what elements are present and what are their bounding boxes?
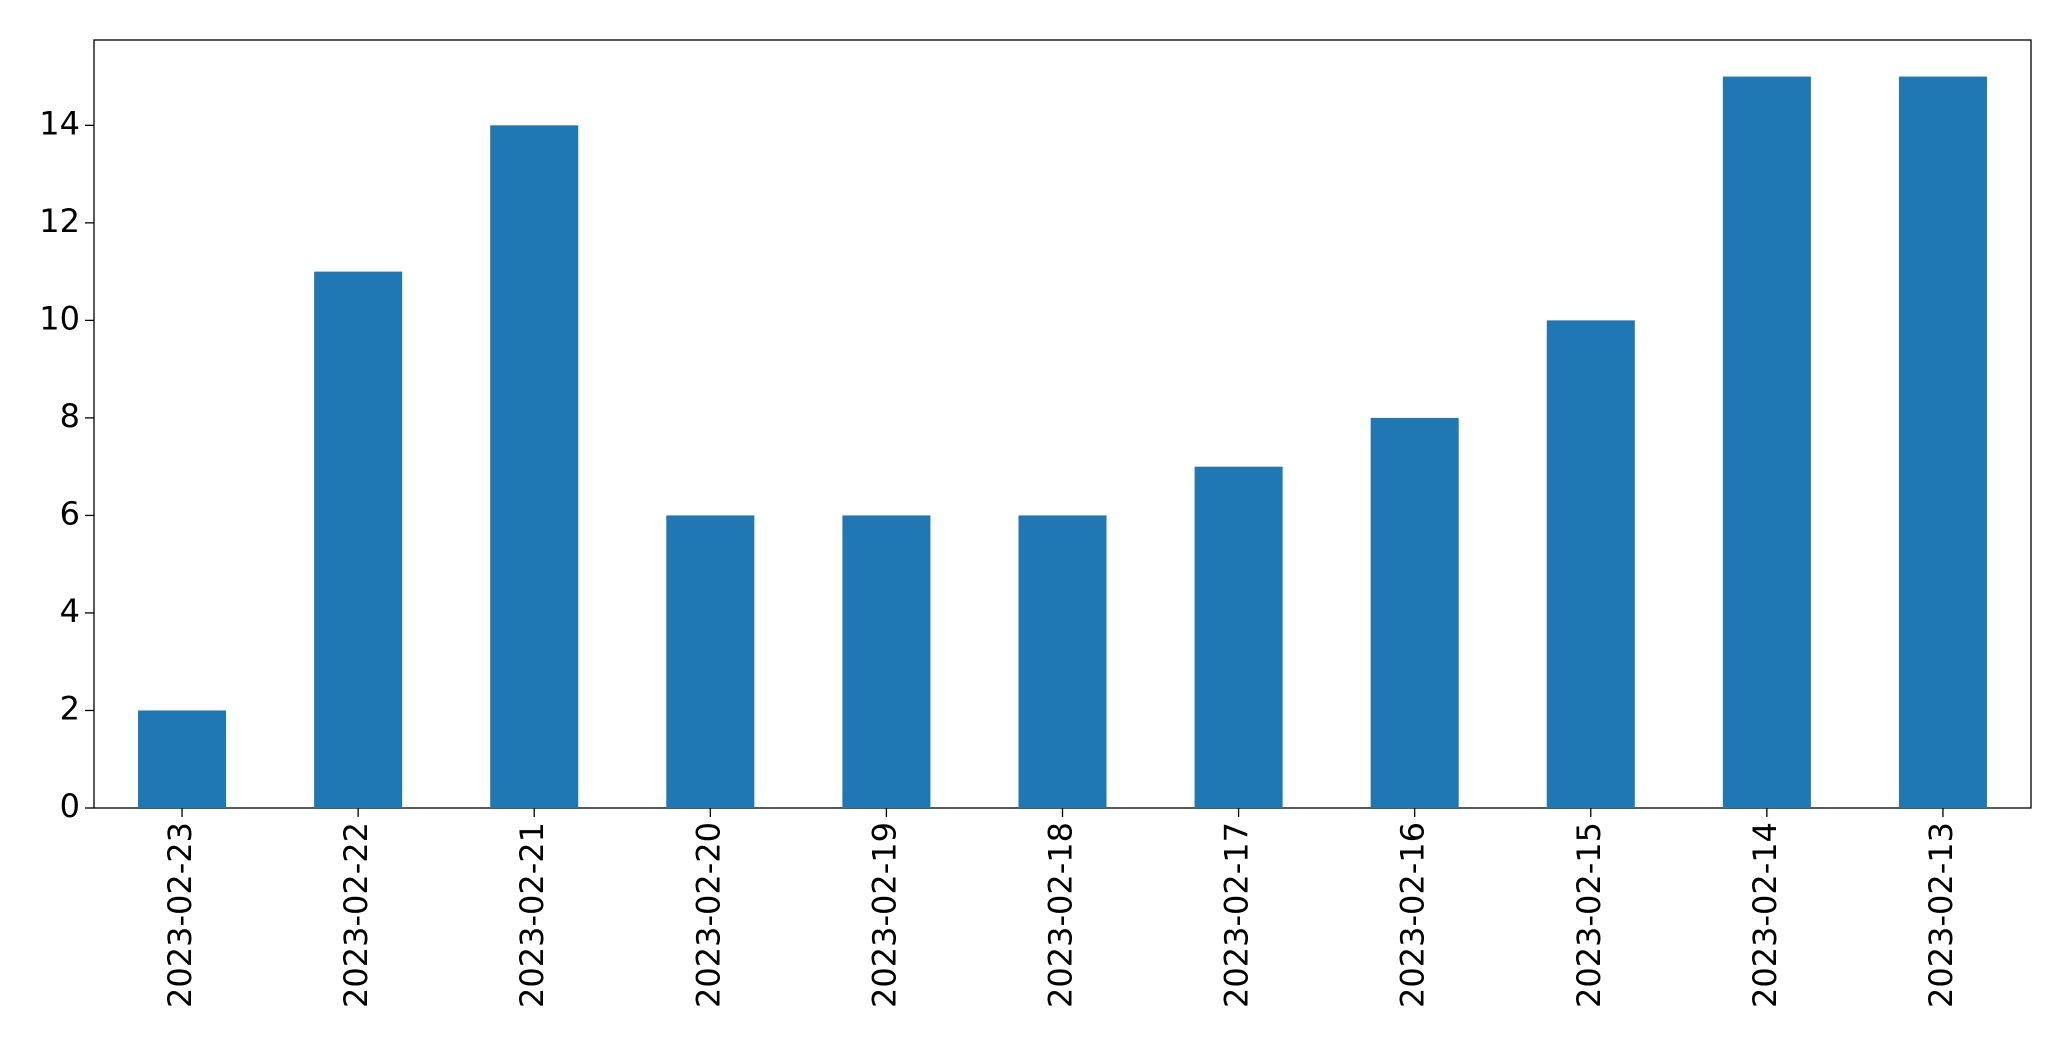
y-tick-label: 12 (39, 202, 80, 240)
bar (1546, 320, 1635, 808)
y-tick-label: 2 (60, 689, 80, 727)
bar (490, 125, 579, 809)
y-tick-label: 14 (39, 104, 80, 142)
bar (1722, 76, 1811, 809)
y-tick-label: 6 (60, 494, 80, 532)
bar (314, 271, 403, 809)
x-tick-label: 2023-02-14 (1746, 822, 1784, 1008)
bar (1898, 76, 1987, 809)
bar (138, 710, 227, 808)
bar (1018, 515, 1107, 808)
x-tick-label: 2023-02-13 (1922, 822, 1960, 1008)
x-tick-label: 2023-02-17 (1218, 822, 1256, 1008)
x-tick-label: 2023-02-23 (161, 822, 199, 1008)
bar (1370, 417, 1459, 808)
y-tick-label: 4 (60, 592, 80, 630)
x-tick-label: 2023-02-16 (1394, 822, 1432, 1008)
x-tick-label: 2023-02-21 (513, 822, 551, 1008)
y-tick-label: 8 (60, 397, 80, 435)
x-tick-label: 2023-02-20 (689, 822, 727, 1008)
bar (666, 515, 755, 808)
bar (1194, 466, 1283, 808)
y-tick-label: 10 (39, 299, 80, 337)
x-tick-label: 2023-02-19 (865, 822, 903, 1008)
x-tick-label: 2023-02-22 (337, 822, 375, 1008)
bar (842, 515, 931, 808)
x-tick-label: 2023-02-15 (1570, 822, 1608, 1008)
x-tick-label: 2023-02-18 (1042, 822, 1080, 1008)
y-tick-label: 0 (60, 787, 80, 825)
